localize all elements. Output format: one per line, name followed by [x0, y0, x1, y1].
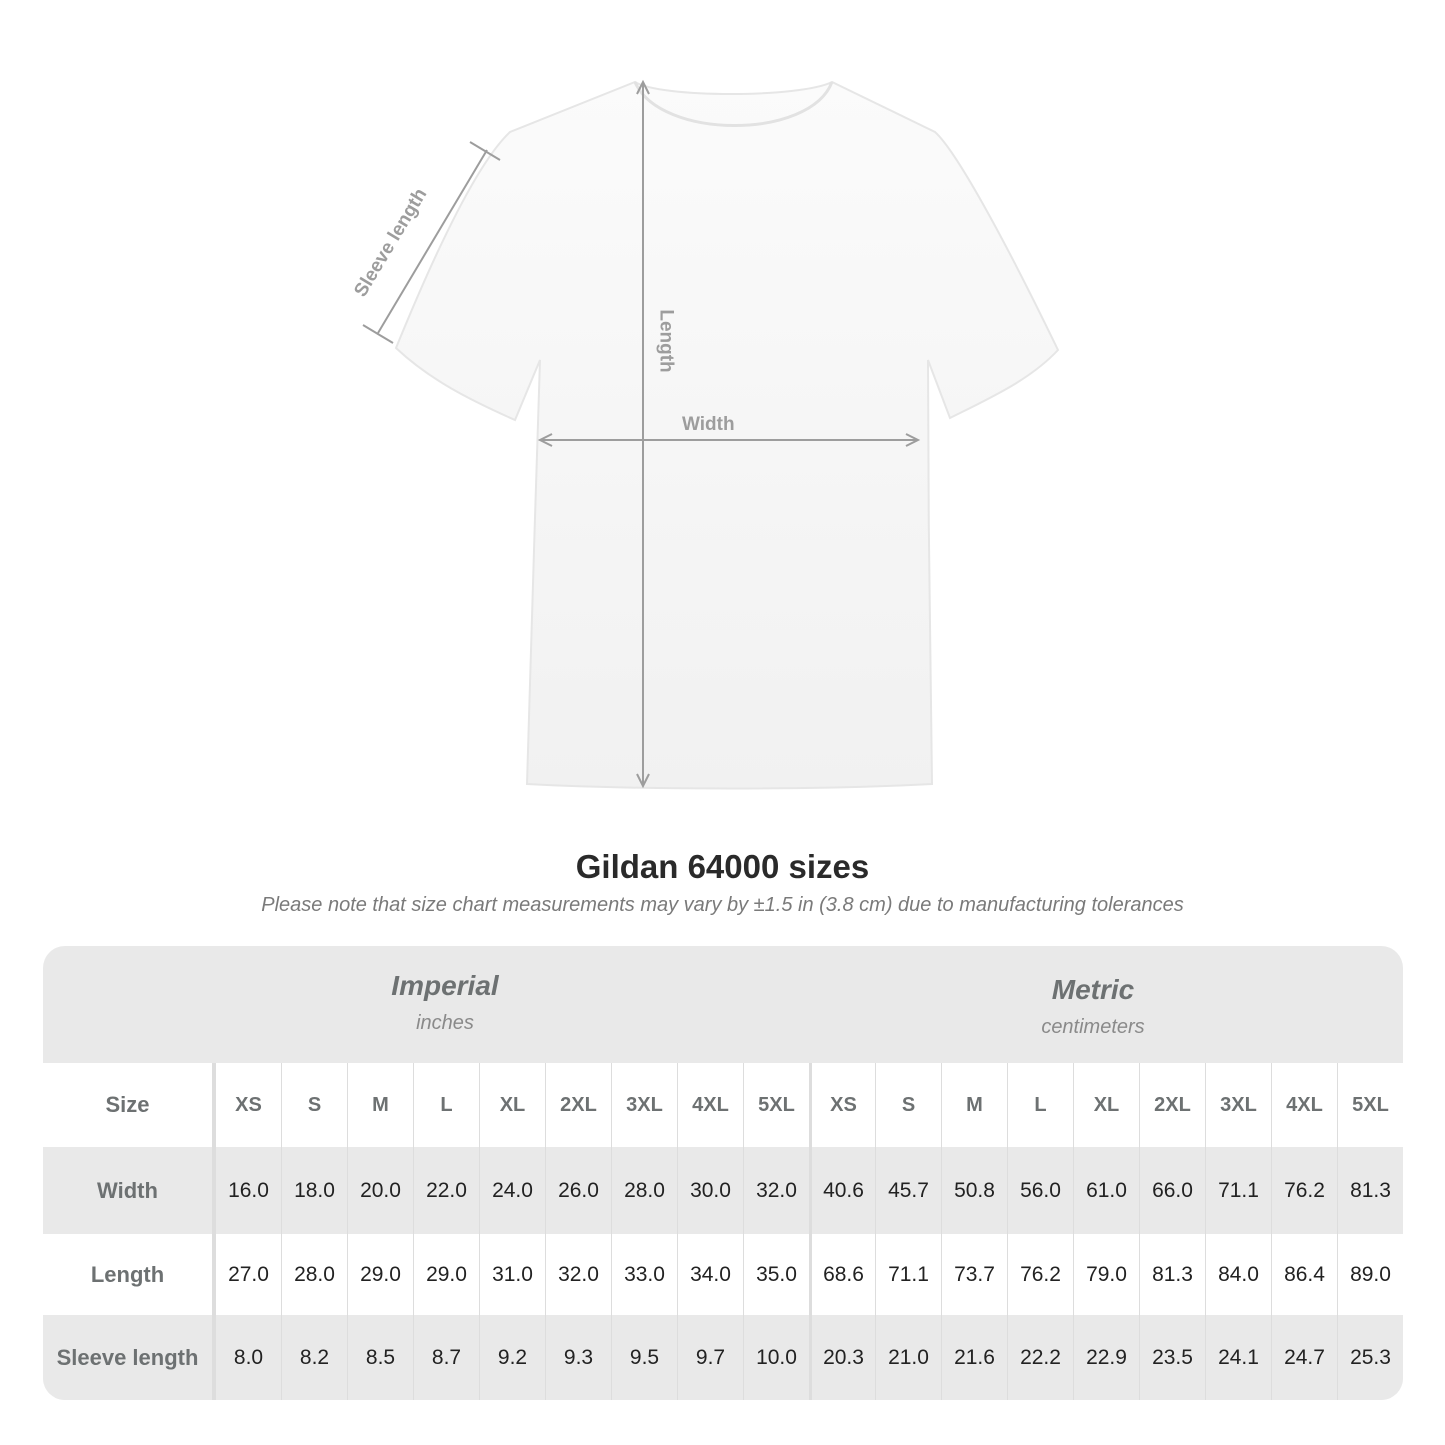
metric-value-cell: 50.8 — [941, 1147, 1007, 1234]
imperial-size-4XL: 4XL — [677, 1063, 743, 1147]
imperial-value-cell: 32.0 — [743, 1147, 809, 1234]
imperial-value-cell: 29.0 — [347, 1234, 413, 1315]
length-label: Length — [655, 309, 677, 373]
imperial-value-cell: 28.0 — [611, 1147, 677, 1234]
metric-value-cell: 86.4 — [1271, 1234, 1337, 1315]
metric-value-cell: 76.2 — [1271, 1147, 1337, 1234]
imperial-value-cell: 9.3 — [545, 1315, 611, 1400]
imperial-value-cell: 33.0 — [611, 1234, 677, 1315]
page-title: Gildan 64000 sizes — [575, 848, 870, 885]
tolerance-note: Please note that size chart measurements… — [261, 894, 1184, 916]
metric-value-cell: 21.6 — [941, 1315, 1007, 1400]
imperial-size-M: M — [347, 1063, 413, 1147]
tshirt-diagram — [362, 79, 1060, 790]
imperial-value-cell: 31.0 — [479, 1234, 545, 1315]
metric-value-cell: 81.3 — [1139, 1234, 1205, 1315]
imperial-value-cell: 8.5 — [347, 1315, 413, 1400]
imperial-label: Imperial — [391, 970, 499, 1001]
row-label: Sleeve length — [43, 1315, 215, 1400]
table-header-row: Size XS S M L XL 2XL 3XL 4XL 5XL XS S M L XL 2XL 3XL 4XL 5… — [43, 1063, 1403, 1147]
metric-value-cell: 24.7 — [1271, 1315, 1337, 1400]
table-row: Sleeve length 8.0 8.2 8.5 8.7 9.2 9.3 9.5 9.7 10.… — [43, 1315, 1403, 1400]
imperial-value-cell: 22.0 — [413, 1147, 479, 1234]
size-header: Size — [43, 1063, 215, 1147]
metric-value-cell: 22.2 — [1007, 1315, 1073, 1400]
table-row: Length 27.0 28.0 29.0 29.0 31.0 32.0 33.0 34.0 35… — [43, 1234, 1403, 1315]
metric-value-cell: 21.0 — [875, 1315, 941, 1400]
row-label: Width — [43, 1147, 215, 1234]
imperial-size-5XL: 5XL — [743, 1063, 809, 1147]
metric-value-cell: 68.6 — [809, 1234, 875, 1315]
imperial-value-cell: 30.0 — [677, 1147, 743, 1234]
metric-value-cell: 45.7 — [875, 1147, 941, 1234]
imperial-value-cell: 24.0 — [479, 1147, 545, 1234]
imperial-value-cell: 26.0 — [545, 1147, 611, 1234]
metric-size-2XL: 2XL — [1139, 1063, 1205, 1147]
imperial-header: Imperial inches — [215, 946, 675, 1063]
size-table: Imperial inches Metric centimeters Size X… — [43, 946, 1403, 1400]
imperial-size-3XL: 3XL — [611, 1063, 677, 1147]
metric-value-cell: 23.5 — [1139, 1315, 1205, 1400]
imperial-size-L: L — [413, 1063, 479, 1147]
metric-size-3XL: 3XL — [1205, 1063, 1271, 1147]
imperial-value-cell: 9.7 — [677, 1315, 743, 1400]
imperial-value-cell: 34.0 — [677, 1234, 743, 1315]
metric-size-M: M — [941, 1063, 1007, 1147]
imperial-value-cell: 8.7 — [413, 1315, 479, 1400]
imperial-size-S: S — [281, 1063, 347, 1147]
metric-value-cell: 56.0 — [1007, 1147, 1073, 1234]
imperial-value-cell: 27.0 — [215, 1234, 281, 1315]
metric-size-L: L — [1007, 1063, 1073, 1147]
imperial-size-XS: XS — [215, 1063, 281, 1147]
imperial-value-cell: 16.0 — [215, 1147, 281, 1234]
metric-value-cell: 76.2 — [1007, 1234, 1073, 1315]
imperial-value-cell: 28.0 — [281, 1234, 347, 1315]
metric-size-5XL: 5XL — [1337, 1063, 1403, 1147]
metric-value-cell: 84.0 — [1205, 1234, 1271, 1315]
imperial-value-cell: 8.0 — [215, 1315, 281, 1400]
metric-value-cell: 20.3 — [809, 1315, 875, 1400]
metric-value-cell: 24.1 — [1205, 1315, 1271, 1400]
metric-value-cell: 61.0 — [1073, 1147, 1139, 1234]
metric-label: Metric — [1051, 974, 1135, 1005]
imperial-value-cell: 29.0 — [413, 1234, 479, 1315]
metric-unit: centimeters — [1041, 1016, 1145, 1038]
imperial-size-XL: XL — [479, 1063, 545, 1147]
imperial-value-cell: 10.0 — [743, 1315, 809, 1400]
tshirt-shape — [394, 80, 1060, 790]
metric-value-cell: 71.1 — [875, 1234, 941, 1315]
measure-arrows — [362, 79, 921, 789]
collar — [633, 81, 834, 127]
metric-value-cell: 71.1 — [1205, 1147, 1271, 1234]
metric-value-cell: 40.6 — [809, 1147, 875, 1234]
sleeve-arrow — [377, 149, 488, 334]
imperial-size-2XL: 2XL — [545, 1063, 611, 1147]
metric-size-XL: XL — [1073, 1063, 1139, 1147]
metric-value-cell: 66.0 — [1139, 1147, 1205, 1234]
metric-value-cell: 25.3 — [1337, 1315, 1403, 1400]
metric-value-cell: 22.9 — [1073, 1315, 1139, 1400]
metric-header: Metric centimeters — [873, 950, 1313, 1067]
imperial-value-cell: 9.5 — [611, 1315, 677, 1400]
imperial-value-cell: 18.0 — [281, 1147, 347, 1234]
row-label: Length — [43, 1234, 215, 1315]
imperial-unit: inches — [416, 1012, 474, 1034]
metric-value-cell: 81.3 — [1337, 1147, 1403, 1234]
imperial-value-cell: 9.2 — [479, 1315, 545, 1400]
imperial-value-cell: 35.0 — [743, 1234, 809, 1315]
metric-size-S: S — [875, 1063, 941, 1147]
imperial-value-cell: 8.2 — [281, 1315, 347, 1400]
imperial-value-cell: 20.0 — [347, 1147, 413, 1234]
metric-value-cell: 73.7 — [941, 1234, 1007, 1315]
metric-value-cell: 79.0 — [1073, 1234, 1139, 1315]
metric-size-XS: XS — [809, 1063, 875, 1147]
metric-size-4XL: 4XL — [1271, 1063, 1337, 1147]
width-label: Width — [682, 414, 735, 435]
table-row: Width 16.0 18.0 20.0 22.0 24.0 26.0 28.0 30.0 32.… — [43, 1147, 1403, 1234]
imperial-value-cell: 32.0 — [545, 1234, 611, 1315]
metric-value-cell: 89.0 — [1337, 1234, 1403, 1315]
